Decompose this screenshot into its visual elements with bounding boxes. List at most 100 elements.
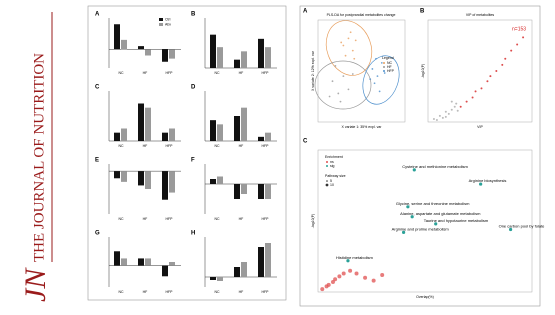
group-label: NC xyxy=(118,217,124,221)
pathway-label: Alanine, aspartate and glutamate metabol… xyxy=(400,211,481,216)
group-label: HF xyxy=(239,144,244,148)
point xyxy=(486,80,489,83)
bar xyxy=(114,251,120,266)
point xyxy=(342,75,345,77)
bar xyxy=(210,120,216,141)
bar xyxy=(265,132,271,141)
group-label: HF xyxy=(239,71,244,75)
group-label: HF xyxy=(143,217,148,221)
bar xyxy=(138,46,144,50)
group-label: NC xyxy=(214,290,220,294)
bar xyxy=(169,171,175,193)
group-label: NC xyxy=(214,144,220,148)
legend-label: NC xyxy=(387,61,393,65)
point xyxy=(380,61,383,64)
point xyxy=(351,49,354,52)
panel-letter: B xyxy=(420,9,425,15)
pathway-point xyxy=(337,274,342,279)
point xyxy=(444,115,447,118)
pathway-point xyxy=(346,259,350,263)
legend-title: Enrichment xyxy=(325,155,343,159)
point xyxy=(351,73,354,75)
group-label: HFP xyxy=(166,144,174,148)
bar xyxy=(258,247,264,277)
point xyxy=(328,95,331,98)
point xyxy=(435,118,438,121)
legend-swatch xyxy=(383,66,385,68)
point xyxy=(354,39,357,42)
point xyxy=(480,87,483,90)
point xyxy=(347,37,350,40)
y-label: X variate 2: 12% expl. var xyxy=(311,50,315,91)
legend-swatch xyxy=(383,70,385,72)
bar xyxy=(169,262,175,266)
point xyxy=(516,43,519,46)
bar xyxy=(114,132,120,141)
bar xyxy=(210,277,216,280)
plot-frame xyxy=(317,149,533,293)
legend-label: ns xyxy=(330,160,334,164)
bar xyxy=(217,124,223,141)
bar xyxy=(145,49,151,56)
panel-letter: E xyxy=(95,158,99,164)
pathway-label: Histidine metabolism xyxy=(336,255,374,260)
point xyxy=(444,110,447,113)
bar xyxy=(145,107,151,141)
group-label: HFP xyxy=(262,217,270,221)
bar xyxy=(265,243,271,277)
legend-title: Legend xyxy=(382,56,394,60)
annotation: n=153 xyxy=(512,26,526,32)
group-label: HF xyxy=(143,144,148,148)
y-label: -log10(P) xyxy=(421,64,425,78)
bar xyxy=(169,49,175,59)
legend-swatch xyxy=(326,161,328,163)
point xyxy=(376,75,379,77)
panel-letter: H xyxy=(191,231,195,237)
point xyxy=(495,70,498,72)
panel-letter: G xyxy=(95,231,100,237)
bar xyxy=(210,34,216,68)
panel-letter: A xyxy=(303,9,308,15)
legend-swatch xyxy=(159,23,163,26)
bar xyxy=(234,59,240,68)
pathway-point xyxy=(371,278,376,283)
group-label: HFP xyxy=(262,71,270,75)
bar xyxy=(210,179,216,184)
ellipse xyxy=(314,60,372,110)
point xyxy=(471,96,474,99)
pathway-point xyxy=(479,182,483,186)
pathway-point xyxy=(434,222,438,226)
point xyxy=(438,114,441,117)
x-label: Overlap(%) xyxy=(416,295,434,299)
legend-swatch xyxy=(325,183,329,187)
point xyxy=(331,80,334,83)
pathway-label: One carbon pool by folate xyxy=(499,224,546,229)
journal-name: THE JOURNAL OF NUTRITION xyxy=(31,53,47,262)
point xyxy=(447,112,450,115)
bar xyxy=(145,171,151,189)
group-label: NC xyxy=(118,144,124,148)
group-label: HF xyxy=(239,217,244,221)
plot-title: VIP of metabolites xyxy=(466,13,495,17)
bar xyxy=(121,171,127,182)
legend-label: HFP xyxy=(387,69,395,73)
group-label: HFP xyxy=(166,71,174,75)
pathway-point xyxy=(410,215,414,219)
pathway-point xyxy=(402,230,406,234)
pathway-label: Glycine, serine and threonine metabolism xyxy=(396,201,470,206)
legend-label: Ctrl xyxy=(165,17,171,21)
bar xyxy=(114,171,120,179)
bar xyxy=(217,176,223,184)
point xyxy=(455,102,458,105)
point xyxy=(344,54,347,57)
left-figure-frame xyxy=(87,5,287,301)
point xyxy=(432,117,435,120)
group-label: HFP xyxy=(166,217,174,221)
legend-label: sig xyxy=(330,164,335,168)
point xyxy=(489,75,492,78)
bar xyxy=(217,277,223,281)
point xyxy=(339,100,342,103)
bar xyxy=(121,128,127,141)
legend-title: Pathway size xyxy=(325,174,346,178)
